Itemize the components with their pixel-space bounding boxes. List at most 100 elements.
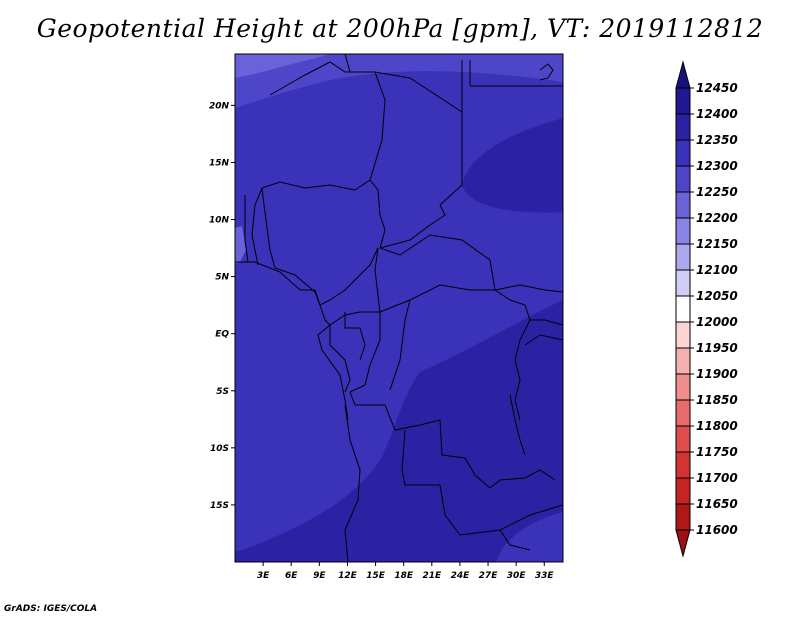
border-line <box>344 404 361 563</box>
colorbar-swatch <box>675 425 691 453</box>
field-band-southeast <box>496 512 563 562</box>
border-line <box>401 429 461 536</box>
lon-tick-label: 30E <box>507 571 527 581</box>
border-line <box>251 187 263 266</box>
colorbar-level-label: 11650 <box>696 497 738 511</box>
colorbar-arrow-top <box>675 60 691 89</box>
colorbar-level-label: 12350 <box>696 133 738 147</box>
colorbar-level-label: 12000 <box>696 315 738 329</box>
border-line <box>509 394 526 456</box>
colorbar-swatch <box>675 243 691 271</box>
border-line <box>389 299 411 391</box>
border-line <box>494 289 531 421</box>
colorbar-labels: 12450 12400 12350 12300 12250 12200 12150 12100… <box>690 81 738 537</box>
colorbar-level-label: 12050 <box>696 289 738 303</box>
border-line <box>235 261 321 306</box>
colorbar-level-label: 11700 <box>696 471 738 485</box>
lon-tick-label: 6E <box>285 571 298 581</box>
field-core-south <box>235 300 563 562</box>
border-line <box>344 312 366 361</box>
lon-tick-label: 27E <box>479 571 499 581</box>
field-band-north <box>235 54 563 108</box>
colorbar-arrow-bottom <box>675 529 691 558</box>
colorbar-level-label: 12450 <box>696 81 738 95</box>
border-line <box>349 312 381 393</box>
border-line <box>494 284 564 293</box>
map-frame <box>234 53 564 563</box>
colorbar-swatches <box>675 60 691 558</box>
border-line <box>530 319 564 326</box>
colorbar-swatch <box>675 165 691 193</box>
colorbar-level-label: 11600 <box>696 523 738 537</box>
colorbar-level-label: 11750 <box>696 445 738 459</box>
lat-tick-label: 15N <box>209 158 230 168</box>
lon-tick-label: 12E <box>338 571 358 581</box>
colorbar-swatch <box>675 373 691 401</box>
colorbar-swatch <box>675 139 691 167</box>
colorbar-level-label: 11900 <box>696 367 738 381</box>
border-line <box>539 63 554 81</box>
colorbar-swatch <box>675 321 691 349</box>
lat-tick-label: 15S <box>210 501 229 511</box>
border-line <box>499 529 531 551</box>
colorbar-level-label: 12300 <box>696 159 738 173</box>
colorbar-swatch <box>675 451 691 479</box>
border-line <box>379 234 496 291</box>
border-line <box>369 71 386 216</box>
lon-tick-label: 3E <box>257 571 270 581</box>
colorbar-level-label: 12150 <box>696 237 738 251</box>
border-line <box>524 334 564 346</box>
field-band-southwest <box>235 450 350 524</box>
lat-tick-label: 10S <box>210 444 229 454</box>
lon-tick-label: 21E <box>422 571 442 581</box>
border-line <box>319 304 380 326</box>
colorbar-level-label: 12100 <box>696 263 738 277</box>
border-line <box>261 179 371 191</box>
border-line <box>379 214 386 249</box>
country-borders <box>235 53 564 563</box>
border-line <box>374 247 381 313</box>
lon-tick-label: 33E <box>535 571 555 581</box>
colorbar-level-label: 12400 <box>696 107 738 121</box>
border-line <box>349 391 491 489</box>
colorbar-level-label: 11950 <box>696 341 738 355</box>
lat-tick-label: 10N <box>209 216 230 226</box>
border-line <box>244 195 249 263</box>
border-line <box>459 504 564 536</box>
field-patch-west <box>235 226 246 264</box>
latitude-axis: 20N 15N 10N 5N EQ 5S 10S 15S <box>209 101 235 511</box>
geopotential-field <box>235 54 563 562</box>
colorbar-level-label: 11850 <box>696 393 738 407</box>
colorbar-level-label: 12200 <box>696 211 738 225</box>
colorbar-swatch <box>675 477 691 505</box>
field-core-northeast <box>462 118 563 213</box>
colorbar-swatch <box>675 87 691 115</box>
colorbar-swatch <box>675 399 691 427</box>
colorbar-level-label: 11800 <box>696 419 738 433</box>
colorbar-swatch <box>675 113 691 141</box>
colorbar-swatch <box>675 347 691 375</box>
border-line <box>344 53 351 73</box>
grads-credit: GrADS: IGES/COLA <box>4 604 98 614</box>
colorbar-swatch <box>675 217 691 245</box>
lon-tick-label: 9E <box>313 571 326 581</box>
field-band-northwest <box>235 54 330 78</box>
border-line <box>379 184 463 249</box>
border-line <box>317 324 349 421</box>
border-line <box>489 469 556 489</box>
colorbar-level-label: 12250 <box>696 185 738 199</box>
border-line <box>269 61 463 113</box>
lon-tick-label: 24E <box>451 571 471 581</box>
colorbar-swatch <box>675 503 691 531</box>
lat-tick-label: EQ <box>215 330 229 340</box>
lat-tick-label: 20N <box>209 101 230 111</box>
colorbar-swatch <box>675 191 691 219</box>
colorbar-swatch <box>675 295 691 323</box>
colorbar-swatch <box>675 269 691 297</box>
map-title: Geopotential Height at 200hPa [gpm], VT:… <box>36 14 764 43</box>
lat-tick-label: 5S <box>216 387 229 397</box>
border-line <box>379 284 495 313</box>
lon-tick-label: 18E <box>394 571 414 581</box>
